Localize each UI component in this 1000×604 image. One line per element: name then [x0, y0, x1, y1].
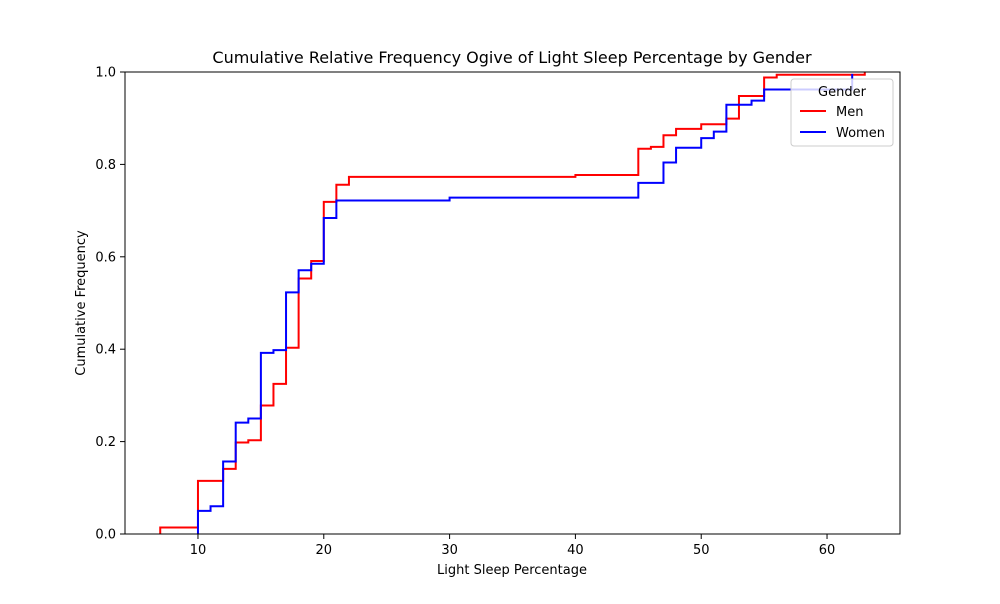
- x-axis-ticks: 10 20 30 40 50 60: [190, 534, 836, 558]
- y-tick-label: 0.4: [95, 343, 116, 358]
- x-axis-label: Light Sleep Percentage: [437, 563, 587, 578]
- y-tick-label: 0.0: [95, 528, 116, 543]
- x-tick-label: 40: [567, 543, 584, 558]
- x-tick-label: 10: [190, 543, 207, 558]
- y-axis-label: Cumulative Frequency: [74, 230, 89, 376]
- legend-title: Gender: [818, 85, 867, 100]
- legend-label-women: Women: [836, 126, 885, 141]
- x-tick-label: 60: [819, 543, 836, 558]
- series-line-men: [160, 72, 865, 534]
- y-tick-label: 0.2: [95, 435, 116, 450]
- x-tick-label: 20: [316, 543, 333, 558]
- chart-title: Cumulative Relative Frequency Ogive of L…: [212, 48, 812, 67]
- plot-lines: [160, 72, 865, 534]
- x-tick-label: 50: [693, 543, 710, 558]
- x-tick-label: 30: [441, 543, 458, 558]
- y-tick-label: 1.0: [95, 66, 116, 81]
- y-tick-label: 0.6: [95, 250, 116, 265]
- legend-label-men: Men: [836, 105, 863, 120]
- y-tick-label: 0.8: [95, 158, 116, 173]
- series-line-women: [198, 74, 852, 534]
- plot-frame: [125, 72, 900, 534]
- y-axis-ticks: 0.0 0.2 0.4 0.6 0.8 1.0: [95, 66, 125, 543]
- legend: Gender Men Women: [791, 79, 893, 146]
